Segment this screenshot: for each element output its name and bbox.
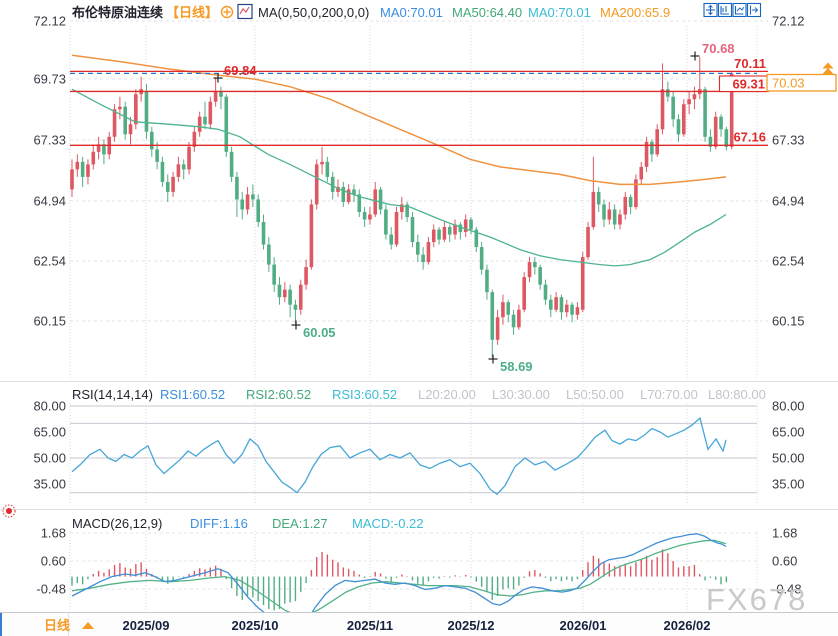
svg-text:67.33: 67.33 <box>33 133 66 148</box>
panel-dividers <box>0 381 838 613</box>
time-axis-bar: 日线 2025/09 2025/10 2025/11 2025/12 2026/01 20… <box>0 613 838 636</box>
svg-text:2026/01: 2026/01 <box>560 618 607 633</box>
svg-text:69.73: 69.73 <box>33 72 66 87</box>
price-level-labels: 70.11 69.31 67.16 70.03 <box>718 56 837 145</box>
expand-icon[interactable] <box>220 5 234 19</box>
svg-text:2025/10: 2025/10 <box>232 618 279 633</box>
rsi-header: RSI(14,14,14) RSI1:60.52 RSI2:60.52 RSI3… <box>72 387 766 402</box>
ma200-value: MA200:65.9 <box>600 5 670 20</box>
svg-text:65.00: 65.00 <box>33 425 66 440</box>
triangle-up-icon <box>82 622 94 629</box>
blink-alert-icon[interactable] <box>2 504 16 518</box>
timeframe-selector[interactable]: 日线 <box>44 618 94 633</box>
rsi2-value: RSI2:60.52 <box>246 387 311 402</box>
last-price-label: 70.03 <box>772 76 805 91</box>
swing-point-marks: 69.84 70.68 60.05 58.69 <box>213 41 735 374</box>
svg-text:64.94: 64.94 <box>772 194 805 209</box>
rsi-level-l80: L80:80.00 <box>708 387 766 402</box>
svg-text:62.54: 62.54 <box>772 254 805 269</box>
watermark: FX678 <box>706 582 807 617</box>
svg-text:-0.48: -0.48 <box>772 582 802 597</box>
svg-text:0.60: 0.60 <box>41 554 66 569</box>
macd-value: MACD:-0.22 <box>352 516 424 531</box>
rsi3-value: RSI3:60.52 <box>332 387 397 402</box>
svg-text:80.00: 80.00 <box>772 399 805 414</box>
svg-text:0.60: 0.60 <box>772 554 797 569</box>
shift-right-icon[interactable] <box>746 2 762 18</box>
rsi-gridlines <box>69 403 758 503</box>
macd-gridlines <box>69 531 758 610</box>
chart-type-icon[interactable] <box>237 3 253 20</box>
macd-axis: 1.68 1.68 0.60 0.60 -0.48 -0.48 <box>36 526 801 597</box>
main-gridlines <box>69 20 768 378</box>
svg-text:2026/02: 2026/02 <box>664 618 711 633</box>
macd-header: MACD(26,12,9) DIFF:1.16 DEA:1.27 MACD:-0… <box>72 516 424 531</box>
ma50-value: MA50:64.40 <box>452 5 522 20</box>
dea-value: DEA:1.27 <box>272 516 328 531</box>
svg-text:60.05: 60.05 <box>303 325 336 340</box>
svg-text:58.69: 58.69 <box>500 359 533 374</box>
svg-text:70.68: 70.68 <box>702 41 735 56</box>
rsi-formula: RSI(14,14,14) <box>72 387 153 402</box>
instrument-title: 布伦特原油连续 <box>72 5 163 20</box>
svg-text:60.15: 60.15 <box>772 314 805 329</box>
crosshair-tool-icon[interactable] <box>703 2 718 18</box>
svg-text:80.00: 80.00 <box>33 399 66 414</box>
svg-text:2025/11: 2025/11 <box>347 618 393 633</box>
macd-formula: MACD(26,12,9) <box>72 516 162 531</box>
svg-text:-0.48: -0.48 <box>36 582 66 597</box>
svg-text:35.00: 35.00 <box>33 477 66 492</box>
svg-text:1.68: 1.68 <box>772 526 797 541</box>
rsi1-value: RSI1:60.52 <box>160 387 225 402</box>
rsi-level-l50: L50:50.00 <box>566 387 624 402</box>
price-level-lines <box>70 70 768 146</box>
svg-text:60.15: 60.15 <box>33 314 66 329</box>
rsi-level-l20: L20:20.00 <box>418 387 476 402</box>
svg-text:65.00: 65.00 <box>772 425 805 440</box>
svg-text:72.12: 72.12 <box>772 14 805 29</box>
svg-text:2025/09: 2025/09 <box>123 618 170 633</box>
scroll-to-latest-icon[interactable] <box>822 62 834 75</box>
svg-text:72.12: 72.12 <box>33 14 66 29</box>
moving-average-lines <box>71 54 727 267</box>
svg-text:2025/12: 2025/12 <box>448 618 495 633</box>
timeframe-tag: 【日线】 <box>166 5 218 20</box>
resistance-label-2: 69.31 <box>732 77 765 92</box>
price-axis[interactable]: 72.1272.1269.7369.7367.3367.3364.9464.94… <box>33 14 804 329</box>
rsi-line-series <box>71 416 727 496</box>
candlestick-series <box>70 57 734 358</box>
axis-scale-icon[interactable] <box>717 2 733 18</box>
last-price-box <box>766 73 837 92</box>
ma-formula: MA(0,50,0,200,0,0) <box>258 5 369 20</box>
timeframe-selector-label[interactable]: 日线 <box>44 618 70 633</box>
rsi-level-l30: L30:30.00 <box>492 387 550 402</box>
active-tab-edge <box>0 613 2 636</box>
rsi-level-l70: L70:70.00 <box>640 387 698 402</box>
month-labels: 2025/09 2025/10 2025/11 2025/12 2026/01 2026/… <box>123 618 711 633</box>
ma0-value: MA0:70.01 <box>380 5 443 20</box>
macd-series <box>71 533 728 612</box>
svg-text:69.84: 69.84 <box>224 63 257 78</box>
svg-text:50.00: 50.00 <box>33 451 66 466</box>
svg-text:67.33: 67.33 <box>772 133 805 148</box>
rsi-axis: 80.00 80.00 65.00 65.00 50.00 50.00 35.00 35.00 <box>33 399 804 492</box>
svg-text:1.68: 1.68 <box>41 526 66 541</box>
diff-value: DIFF:1.16 <box>190 516 248 531</box>
support-label-1: 67.16 <box>733 130 766 145</box>
main-chart-header: 布伦特原油连续 【日线】 MA(0,50,0,200,0,0) MA0:70.0… <box>72 3 670 20</box>
svg-text:64.94: 64.94 <box>33 194 66 209</box>
ma0b-value: MA0:70.01 <box>528 5 591 20</box>
svg-text:50.00: 50.00 <box>772 451 805 466</box>
svg-text:62.54: 62.54 <box>33 254 66 269</box>
resistance-label-1: 70.11 <box>734 56 766 71</box>
chart-toolbar <box>703 2 762 18</box>
svg-text:35.00: 35.00 <box>772 477 805 492</box>
axis-pan-icon[interactable] <box>732 2 747 18</box>
